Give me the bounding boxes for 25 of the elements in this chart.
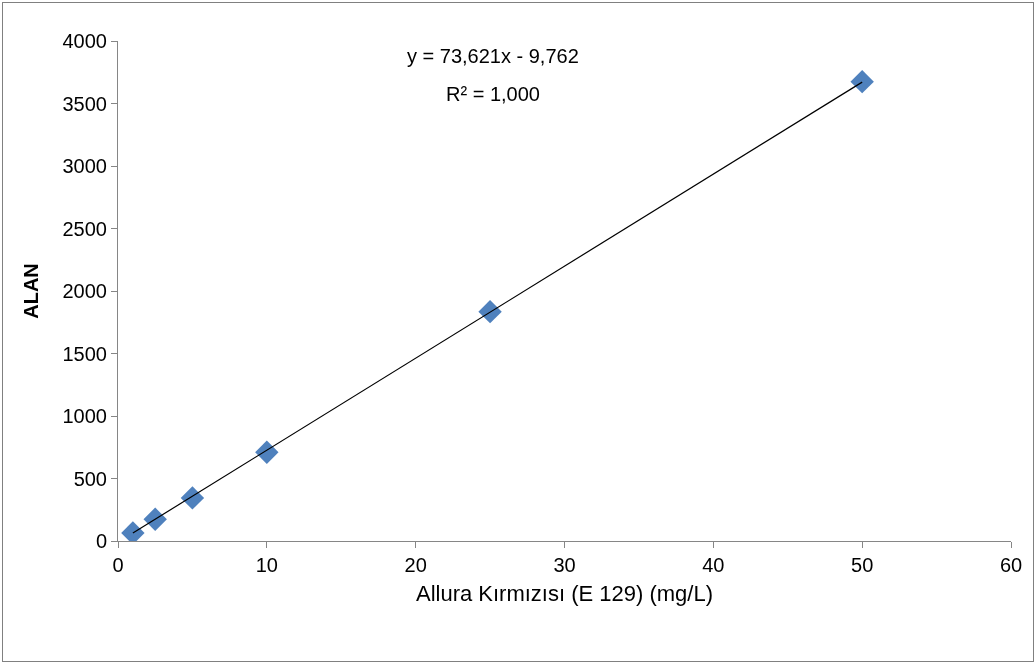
x-tick-label: 40 xyxy=(702,554,725,576)
y-tick-label: 3000 xyxy=(62,155,107,177)
y-tick-label: 1500 xyxy=(62,342,107,365)
point xyxy=(143,507,167,531)
point xyxy=(180,486,205,510)
x-axis-title: Allura Kırmızısı (E 129) (mg/L) xyxy=(415,580,714,606)
y-tick-label: 0 xyxy=(95,530,107,552)
x-tick-label: 30 xyxy=(553,554,576,576)
annotation: R² = 1,000 xyxy=(446,83,540,105)
y-tick-label: 2500 xyxy=(62,217,107,240)
x-tick-label: 0 xyxy=(112,554,124,576)
point xyxy=(850,69,874,94)
y-axis-title: ALAN xyxy=(20,263,42,319)
x-tick-label: 10 xyxy=(255,554,278,576)
x-tick-label: 20 xyxy=(404,554,427,576)
y-tick-label: 3500 xyxy=(62,92,107,115)
point xyxy=(478,299,502,324)
point xyxy=(255,440,279,464)
x-tick-label: 50 xyxy=(851,554,874,576)
x-tick-label: 60 xyxy=(999,554,1023,576)
y-tick-label: 4000 xyxy=(62,30,107,52)
y-tick-label: 2000 xyxy=(62,280,107,302)
y-tick-label: 500 xyxy=(73,467,107,490)
annotation: y = 73,621x - 9,762 xyxy=(407,45,579,67)
y-tick-label: 1000 xyxy=(62,405,107,427)
